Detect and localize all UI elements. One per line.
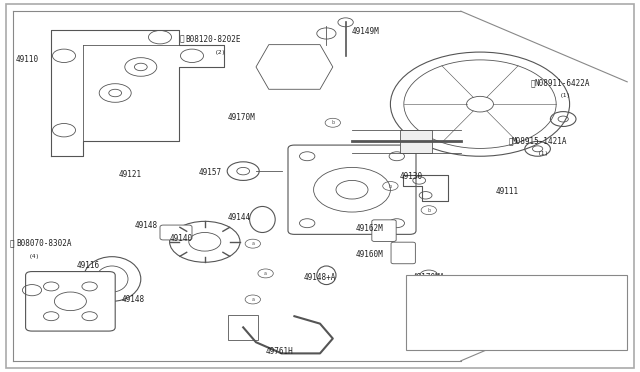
FancyBboxPatch shape bbox=[400, 130, 432, 153]
Text: 49761H: 49761H bbox=[266, 347, 293, 356]
Text: 49148+A: 49148+A bbox=[304, 273, 337, 282]
Text: B08120-8202E: B08120-8202E bbox=[186, 35, 241, 44]
Text: 49761M: 49761M bbox=[426, 295, 453, 304]
Text: Ⓐ: Ⓐ bbox=[612, 286, 617, 295]
Text: 49170M: 49170M bbox=[227, 113, 255, 122]
Text: 49111: 49111 bbox=[496, 187, 519, 196]
Text: Ⓑ: Ⓑ bbox=[612, 297, 617, 306]
FancyBboxPatch shape bbox=[228, 315, 258, 340]
Text: 49157: 49157 bbox=[198, 169, 221, 177]
Text: NOTE;PART CODE 49110K  ............: NOTE;PART CODE 49110K ............ bbox=[413, 287, 553, 293]
Text: 49121: 49121 bbox=[118, 170, 141, 179]
Text: b: b bbox=[332, 120, 334, 125]
Text: a: a bbox=[264, 271, 267, 276]
FancyBboxPatch shape bbox=[160, 225, 192, 240]
Text: 49162M: 49162M bbox=[355, 224, 383, 233]
Text: 49144: 49144 bbox=[227, 213, 250, 222]
Text: 49110: 49110 bbox=[16, 55, 39, 64]
Text: 49140: 49140 bbox=[170, 234, 193, 243]
Text: a: a bbox=[252, 241, 254, 246]
FancyBboxPatch shape bbox=[414, 296, 447, 310]
Text: Ⓑ: Ⓑ bbox=[180, 35, 185, 44]
FancyBboxPatch shape bbox=[372, 220, 396, 241]
Text: 49116: 49116 bbox=[77, 262, 100, 270]
Text: (1): (1) bbox=[560, 93, 572, 99]
Text: 49130: 49130 bbox=[400, 172, 423, 181]
Polygon shape bbox=[256, 45, 333, 89]
Text: 49149M: 49149M bbox=[352, 27, 380, 36]
Text: a: a bbox=[252, 297, 254, 302]
FancyBboxPatch shape bbox=[6, 4, 634, 368]
Text: 49148: 49148 bbox=[122, 295, 145, 304]
Text: N08911-6422A: N08911-6422A bbox=[534, 79, 590, 88]
Text: (4): (4) bbox=[29, 254, 40, 259]
Text: 49148: 49148 bbox=[134, 221, 157, 230]
Text: B08070-8302A: B08070-8302A bbox=[16, 239, 72, 248]
Text: 49160M: 49160M bbox=[355, 250, 383, 259]
Text: (2): (2) bbox=[214, 50, 226, 55]
FancyBboxPatch shape bbox=[26, 272, 115, 331]
FancyBboxPatch shape bbox=[406, 275, 627, 350]
Text: PART CODE 49119K  ............: PART CODE 49119K ............ bbox=[413, 298, 553, 304]
Text: b: b bbox=[428, 208, 430, 213]
Text: ˇ90×0095: ˇ90×0095 bbox=[557, 342, 591, 348]
Text: (1): (1) bbox=[538, 151, 549, 156]
Text: M08915-1421A: M08915-1421A bbox=[512, 137, 568, 146]
Text: Ⓑ: Ⓑ bbox=[9, 239, 14, 248]
Text: Ⓝ: Ⓝ bbox=[531, 79, 536, 88]
Text: Ⓜ: Ⓜ bbox=[508, 137, 513, 146]
Text: b: b bbox=[389, 183, 392, 189]
FancyBboxPatch shape bbox=[391, 242, 415, 264]
Text: 49170MA: 49170MA bbox=[413, 273, 445, 282]
FancyBboxPatch shape bbox=[288, 145, 416, 234]
